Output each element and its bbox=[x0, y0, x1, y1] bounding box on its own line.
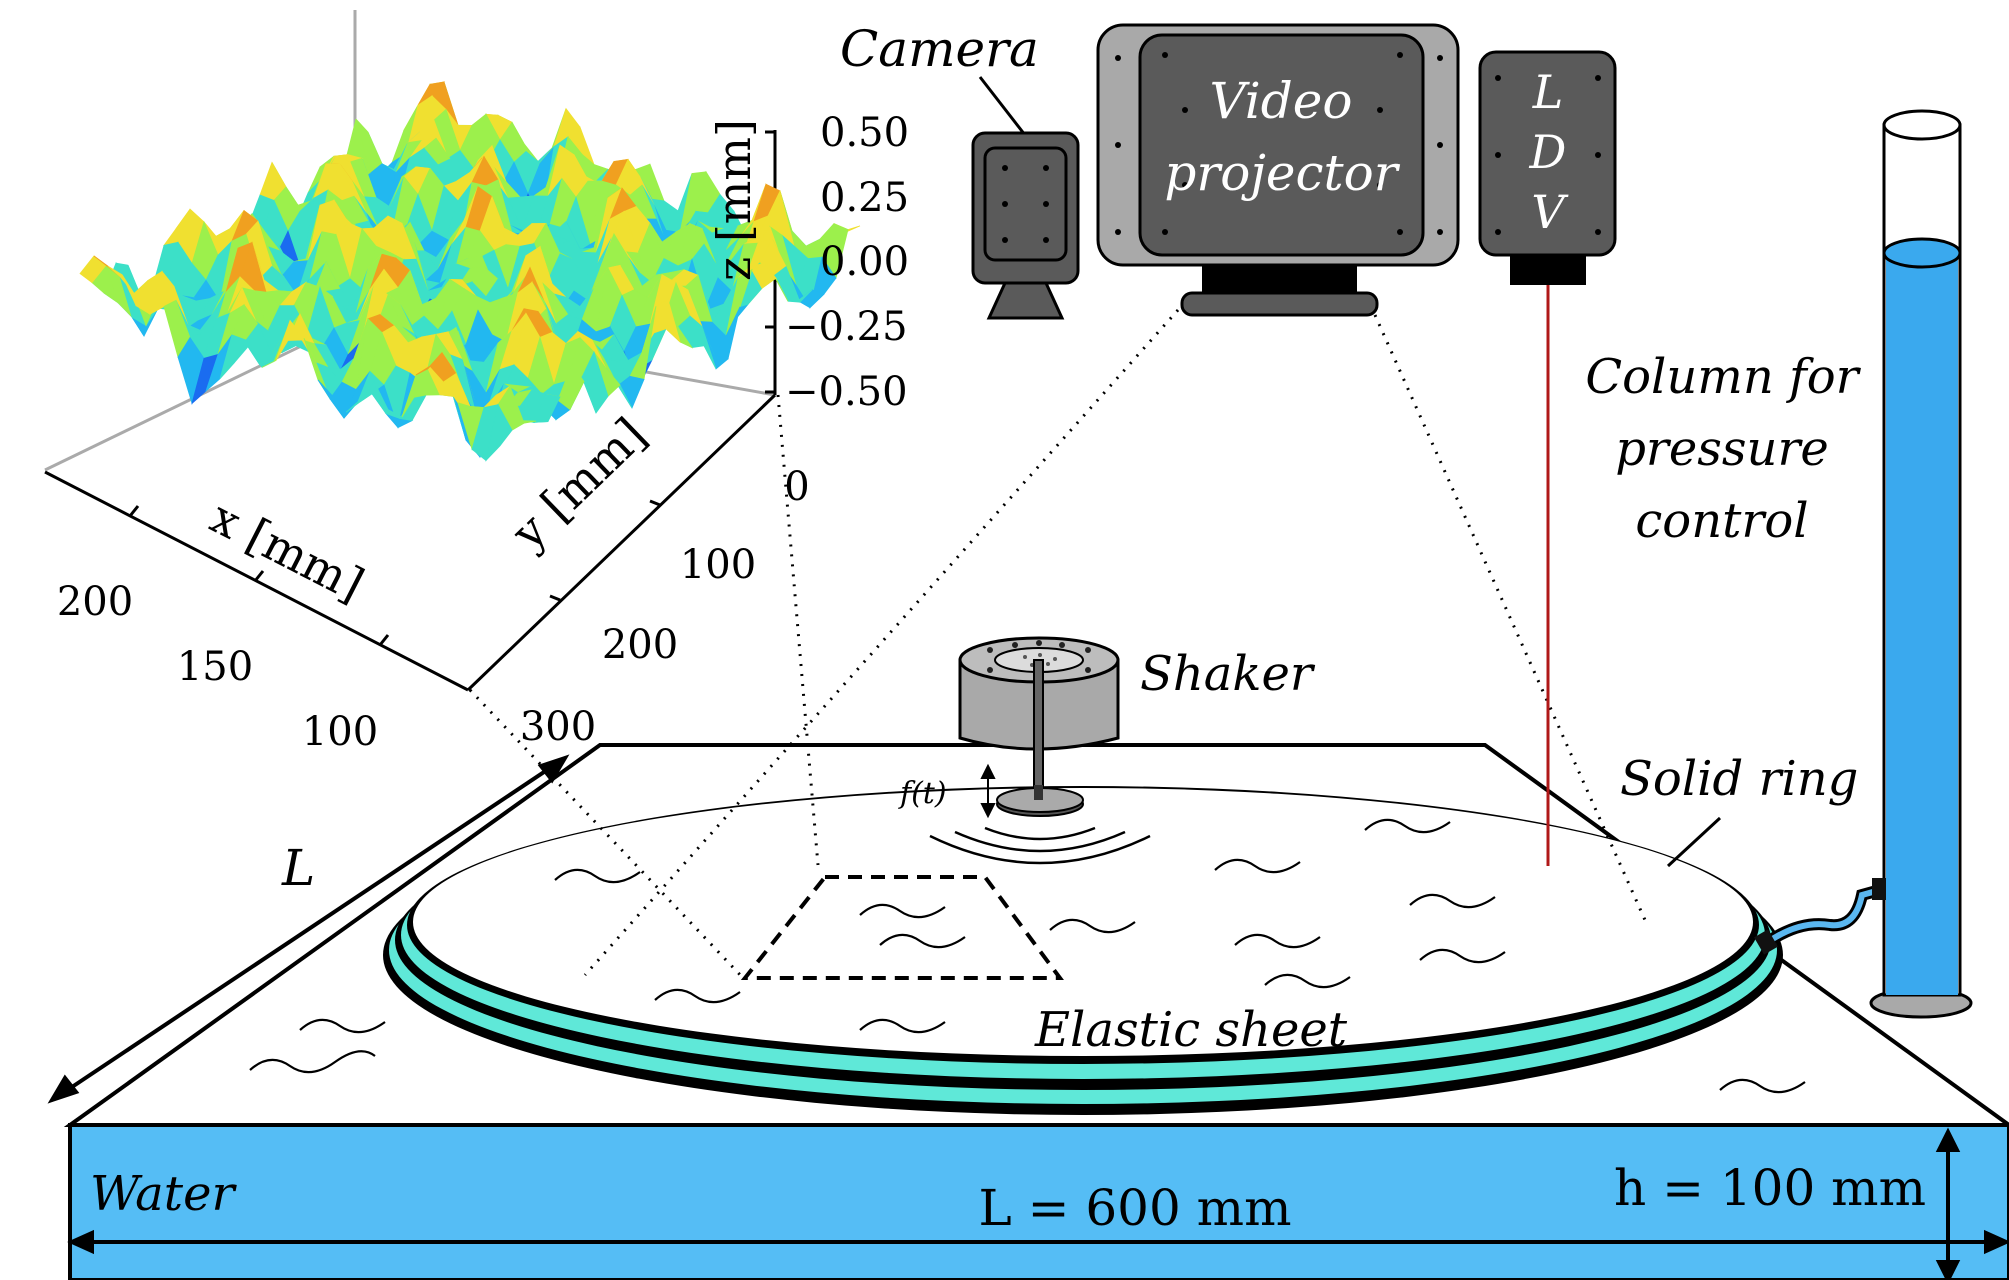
label-length-dim: L = 600 mm bbox=[978, 1179, 1291, 1237]
surface-plot bbox=[44, 10, 861, 692]
z-tick-000: 0.00 bbox=[820, 239, 909, 285]
label-video: Video bbox=[1210, 72, 1353, 130]
camera-field-of-view bbox=[468, 309, 1647, 982]
z-tick-m025: −0.25 bbox=[785, 304, 908, 350]
y-axis-label: y [mm] bbox=[501, 407, 657, 560]
sheet-ripples bbox=[554, 818, 1506, 1034]
pressure-column bbox=[1754, 109, 1973, 1019]
label-side-L: L bbox=[281, 839, 315, 897]
z-axis-label: z [mm] bbox=[707, 119, 761, 281]
y-tick-300: 300 bbox=[520, 704, 596, 750]
ldv-device bbox=[1478, 50, 1617, 866]
surface-mesh bbox=[79, 81, 861, 462]
video-projector bbox=[1096, 23, 1460, 317]
labels: Camera Video projector L D V Column for … bbox=[57, 20, 1926, 1237]
label-projector: projector bbox=[1164, 144, 1400, 202]
x-tick-200: 200 bbox=[57, 579, 133, 625]
label-solid-ring: Solid ring bbox=[1620, 751, 1858, 807]
shaker-waves bbox=[929, 826, 1151, 865]
label-column-2: pressure bbox=[1615, 421, 1829, 477]
solid-ring bbox=[383, 786, 1783, 1115]
y-tick-100: 100 bbox=[680, 542, 756, 588]
label-water: Water bbox=[90, 1166, 237, 1222]
label-shaker: Shaker bbox=[1140, 646, 1316, 702]
dimension-arrows bbox=[47, 754, 2009, 1280]
label-column-1: Column for bbox=[1585, 349, 1861, 405]
z-tick-025: 0.25 bbox=[820, 175, 909, 221]
shaker bbox=[958, 636, 1120, 817]
forcing-arrow bbox=[980, 763, 996, 819]
y-tick-0: 0 bbox=[784, 464, 809, 510]
label-forcing: f(t) bbox=[898, 776, 947, 811]
z-tick-050: 0.50 bbox=[820, 110, 909, 156]
x-tick-100: 100 bbox=[302, 709, 378, 755]
label-depth-dim: h = 100 mm bbox=[1614, 1159, 1926, 1217]
surface-facet bbox=[485, 403, 513, 462]
z-tick-m050: −0.50 bbox=[785, 369, 908, 415]
measurement-region bbox=[740, 875, 1064, 980]
label-ldv-l: L bbox=[1532, 65, 1564, 119]
label-ldv-d: D bbox=[1529, 125, 1567, 179]
label-column-3: control bbox=[1635, 493, 1808, 549]
label-camera: Camera bbox=[840, 20, 1039, 78]
y-tick-200: 200 bbox=[602, 622, 678, 668]
label-elastic-sheet: Elastic sheet bbox=[1034, 1002, 1348, 1058]
label-ldv-v: V bbox=[1531, 185, 1569, 239]
tank-front-water bbox=[68, 1123, 2009, 1280]
x-tick-150: 150 bbox=[177, 644, 253, 690]
camera bbox=[971, 76, 1080, 320]
x-axis-label: x [mm] bbox=[202, 490, 372, 612]
ring-leader-line bbox=[1666, 816, 1722, 868]
